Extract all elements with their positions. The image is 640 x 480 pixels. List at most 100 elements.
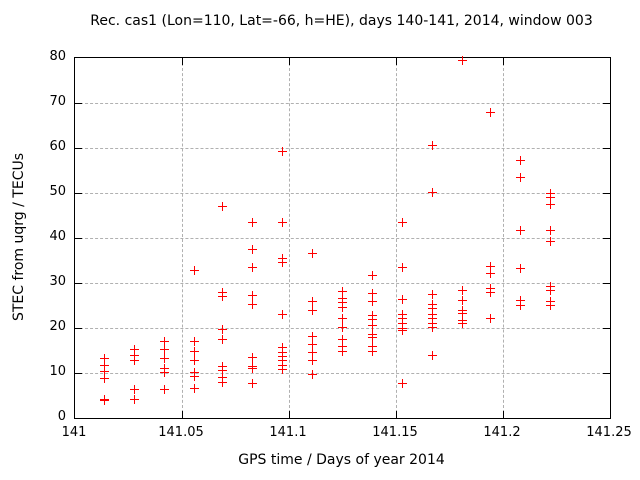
x-tick-label: 141.2 bbox=[483, 425, 521, 440]
x-tick-mark bbox=[502, 58, 504, 65]
data-point-marker bbox=[248, 378, 258, 388]
data-point-marker bbox=[278, 257, 288, 267]
y-tick-mark bbox=[603, 102, 610, 104]
data-point-marker bbox=[427, 187, 437, 197]
x-tick-mark bbox=[395, 411, 397, 418]
data-point-marker bbox=[130, 395, 140, 405]
data-point-marker bbox=[367, 270, 377, 280]
x-axis-label: GPS time / Days of year 2014 bbox=[238, 452, 445, 468]
data-point-marker bbox=[308, 248, 318, 258]
data-point-marker bbox=[397, 218, 407, 228]
data-point-marker bbox=[515, 295, 525, 305]
x-tick-label: 141.1 bbox=[269, 425, 307, 440]
data-point-marker bbox=[100, 367, 110, 377]
x-tick-mark bbox=[288, 58, 290, 65]
y-tick-mark bbox=[603, 372, 610, 374]
x-tick-mark bbox=[181, 411, 183, 418]
data-point-marker bbox=[190, 347, 200, 357]
data-point-marker bbox=[457, 286, 467, 296]
data-point-marker bbox=[427, 351, 437, 361]
data-point-marker bbox=[218, 291, 228, 301]
chart-title: Rec. cas1 (Lon=110, Lat=-66, h=HE), days… bbox=[90, 13, 593, 29]
data-point-marker bbox=[338, 303, 347, 313]
data-point-marker bbox=[338, 322, 347, 332]
data-point-marker bbox=[308, 356, 318, 366]
data-point-marker bbox=[160, 385, 170, 395]
data-point-marker bbox=[397, 295, 407, 305]
data-point-marker bbox=[248, 245, 258, 255]
y-tick-label: 0 bbox=[57, 409, 66, 424]
y-gridline bbox=[75, 192, 610, 194]
data-point-marker bbox=[218, 335, 228, 345]
y-tick-label: 20 bbox=[49, 319, 66, 334]
data-point-marker bbox=[397, 314, 407, 324]
x-tick-mark bbox=[395, 58, 397, 65]
data-point-marker bbox=[427, 323, 437, 333]
data-point-marker bbox=[100, 373, 110, 383]
y-tick-label: 30 bbox=[49, 274, 66, 289]
y-tick-mark bbox=[75, 372, 82, 374]
data-point-marker bbox=[545, 225, 555, 235]
x-tick-label: 141.15 bbox=[372, 425, 418, 440]
data-point-marker bbox=[278, 218, 288, 228]
data-point-marker bbox=[397, 262, 407, 272]
data-point-marker bbox=[218, 202, 228, 211]
data-point-marker bbox=[338, 286, 347, 296]
data-point-marker bbox=[130, 355, 140, 365]
data-point-marker bbox=[190, 384, 200, 394]
data-point-marker bbox=[367, 332, 377, 342]
data-point-marker bbox=[100, 395, 110, 405]
data-point-marker bbox=[397, 378, 407, 388]
data-point-marker bbox=[515, 225, 525, 235]
data-point-marker bbox=[190, 371, 200, 381]
y-tick-mark bbox=[603, 147, 610, 149]
data-point-marker bbox=[338, 347, 347, 357]
data-point-marker bbox=[278, 364, 288, 374]
y-tick-mark bbox=[603, 327, 610, 329]
data-point-marker bbox=[130, 350, 140, 360]
x-tick-label: 141 bbox=[61, 425, 87, 440]
data-point-marker bbox=[515, 263, 525, 273]
data-point-marker bbox=[100, 360, 110, 370]
x-tick-label: 141.05 bbox=[158, 425, 204, 440]
data-point-marker bbox=[248, 364, 258, 374]
data-point-marker bbox=[457, 56, 467, 66]
data-point-marker bbox=[427, 290, 437, 300]
y-gridline bbox=[75, 372, 610, 374]
y-tick-label: 70 bbox=[49, 94, 66, 109]
data-point-marker bbox=[160, 367, 170, 377]
data-point-marker bbox=[278, 342, 288, 352]
data-point-marker bbox=[190, 265, 200, 275]
y-tick-mark bbox=[603, 282, 610, 284]
y-gridline bbox=[75, 147, 610, 149]
data-point-marker bbox=[457, 309, 467, 319]
data-point-marker bbox=[160, 353, 170, 363]
data-point-marker bbox=[545, 193, 555, 202]
y-tick-label: 80 bbox=[49, 49, 66, 64]
data-point-marker bbox=[308, 305, 318, 315]
data-point-marker bbox=[545, 200, 555, 210]
y-tick-label: 50 bbox=[49, 184, 66, 199]
data-point-marker bbox=[190, 355, 200, 365]
data-point-marker bbox=[427, 314, 437, 324]
data-point-marker bbox=[248, 218, 258, 228]
data-point-marker bbox=[308, 331, 318, 341]
data-point-marker bbox=[308, 348, 318, 358]
data-point-marker bbox=[485, 287, 495, 297]
y-tick-mark bbox=[75, 147, 82, 149]
y-tick-label: 40 bbox=[49, 229, 66, 244]
data-point-marker bbox=[160, 345, 170, 355]
y-gridline bbox=[75, 237, 610, 239]
data-point-marker bbox=[248, 291, 258, 301]
y-tick-mark bbox=[603, 237, 610, 239]
data-point-marker bbox=[485, 107, 495, 117]
data-point-marker bbox=[545, 301, 555, 310]
data-point-marker bbox=[515, 173, 525, 183]
y-gridline bbox=[75, 282, 610, 284]
data-point-marker bbox=[367, 296, 377, 306]
data-point-marker bbox=[338, 298, 347, 308]
data-point-marker bbox=[248, 263, 258, 273]
y-tick-label: 10 bbox=[49, 364, 66, 379]
data-point-marker bbox=[427, 140, 437, 150]
